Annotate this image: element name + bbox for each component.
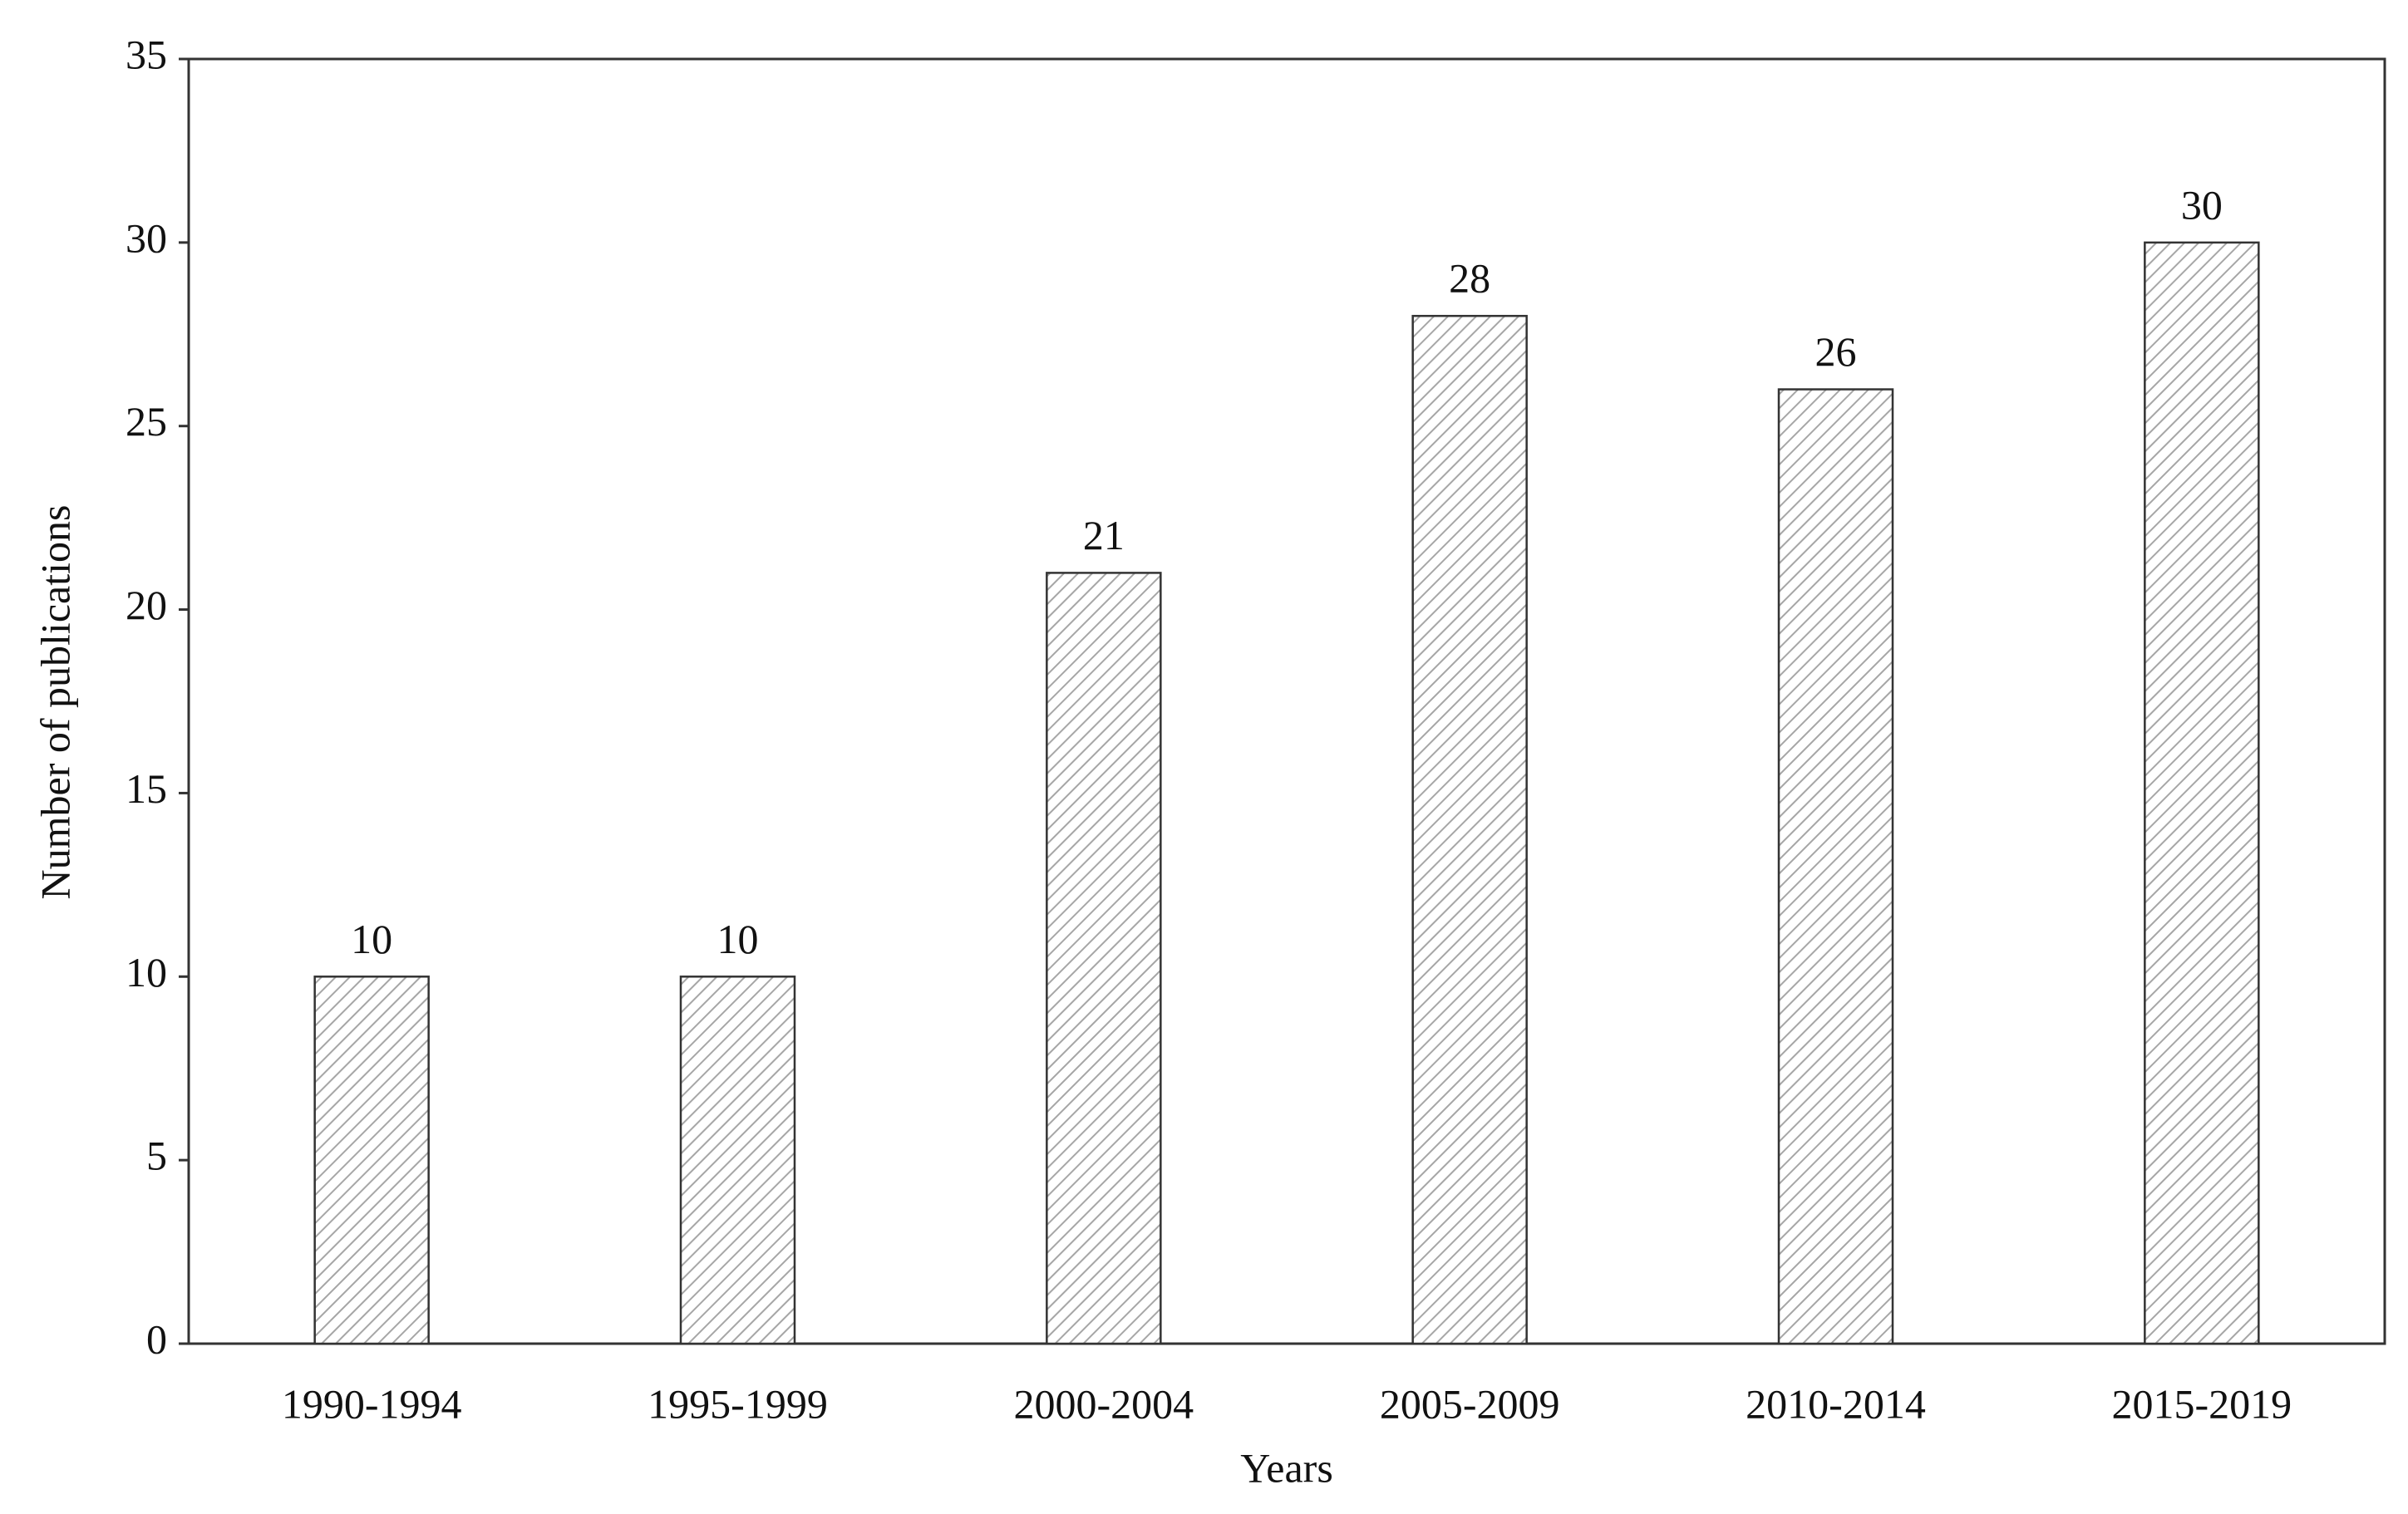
y-tick-label: 15 <box>126 765 167 812</box>
y-tick-label: 35 <box>126 31 167 77</box>
data-label: 21 <box>1083 512 1125 558</box>
y-tick-label: 20 <box>126 582 167 628</box>
y-tick-label: 10 <box>126 949 167 995</box>
x-tick-label: 1990-1994 <box>282 1380 462 1427</box>
bar <box>1411 314 1528 1345</box>
y-tick-label: 25 <box>126 398 167 445</box>
y-tick-label: 5 <box>146 1133 167 1179</box>
y-tick-label: 30 <box>126 214 167 261</box>
x-tick-label: 1995-1999 <box>648 1380 828 1427</box>
y-tick-label: 0 <box>146 1315 167 1362</box>
bar <box>679 976 796 1345</box>
bar <box>1046 572 1162 1345</box>
x-tick-label: 2010-2014 <box>1746 1380 1926 1427</box>
x-axis-title: Years <box>1240 1444 1333 1491</box>
data-label: 26 <box>1815 328 1857 375</box>
plot-frame <box>187 57 2386 1345</box>
x-tick-label: 2000-2004 <box>1014 1380 1194 1427</box>
data-label: 30 <box>2181 181 2223 228</box>
data-label: 10 <box>717 916 759 962</box>
data-label: 28 <box>1449 255 1490 302</box>
bar <box>1777 388 1894 1345</box>
x-tick-label: 2005-2009 <box>1380 1380 1560 1427</box>
y-axis-title: Number of publications <box>32 505 78 900</box>
bar <box>2144 241 2260 1345</box>
bar <box>313 976 430 1345</box>
x-tick-label: 2015-2019 <box>2112 1380 2292 1427</box>
data-label: 10 <box>351 916 392 962</box>
